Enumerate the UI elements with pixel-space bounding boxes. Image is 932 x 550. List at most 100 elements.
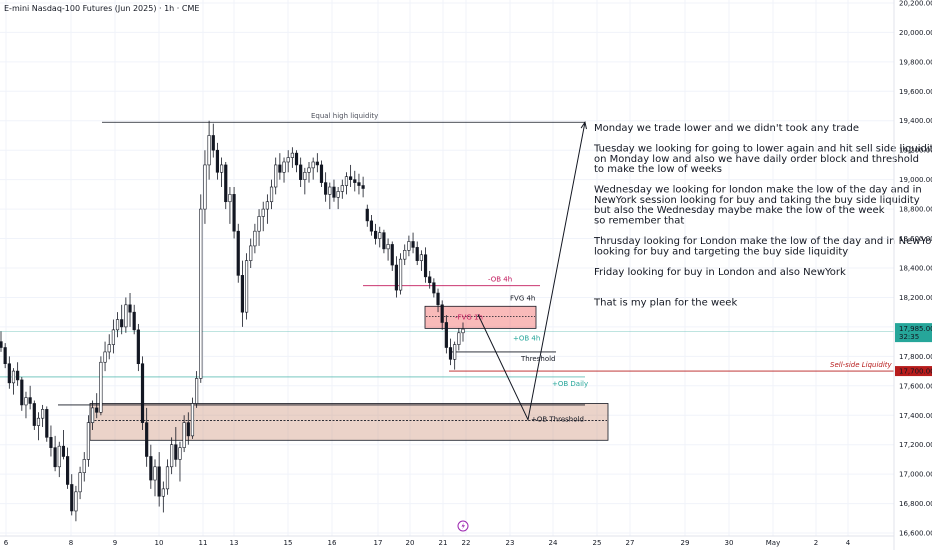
event-icon[interactable] bbox=[457, 520, 469, 532]
plan-line: to make the low of weeks bbox=[594, 164, 722, 175]
projection-arrowhead bbox=[580, 120, 587, 130]
x-tick-label: 17 bbox=[374, 539, 383, 547]
candle-body bbox=[311, 161, 315, 169]
candle-body bbox=[36, 417, 41, 426]
candle bbox=[311, 157, 315, 180]
candle bbox=[7, 356, 11, 389]
x-tick-label: 21 bbox=[439, 539, 448, 547]
fvg-4h-label: FVG 4h bbox=[510, 294, 535, 302]
level-label: Sell-side Liquidity bbox=[830, 361, 893, 369]
candle bbox=[124, 297, 128, 333]
candle-body bbox=[186, 422, 190, 437]
candle bbox=[70, 474, 74, 516]
candle-body bbox=[161, 488, 165, 497]
candle bbox=[240, 260, 244, 327]
candle-body bbox=[403, 250, 407, 260]
plan-line: on Monday low and also we have daily ord… bbox=[594, 154, 919, 165]
candle bbox=[374, 223, 378, 245]
candle bbox=[253, 223, 257, 254]
candle bbox=[128, 293, 132, 327]
x-tick-label: 4 bbox=[846, 539, 851, 547]
candle bbox=[257, 209, 261, 246]
candle bbox=[140, 356, 145, 430]
candle bbox=[411, 232, 415, 254]
candle-body bbox=[207, 135, 211, 166]
y-axis: 20,200.00 20,000.00 19,800.00 19,600.00 19,4… bbox=[893, 0, 932, 550]
candle-body bbox=[315, 161, 319, 166]
candle bbox=[244, 253, 249, 320]
candle-body bbox=[0, 341, 3, 348]
plan-line: Monday we trade lower and we didn't took… bbox=[594, 123, 859, 134]
candle-body bbox=[199, 208, 203, 379]
candle bbox=[303, 167, 307, 195]
candle-body bbox=[11, 370, 16, 384]
candle-body bbox=[448, 347, 453, 360]
candle-body bbox=[132, 311, 136, 331]
level-price-value: 17,700.00 bbox=[899, 368, 932, 376]
candle bbox=[315, 153, 319, 173]
candle-body bbox=[461, 328, 465, 334]
candle bbox=[249, 238, 253, 268]
chart-title: E-mini Nasdaq-100 Futures (Jun 2025) · 1… bbox=[4, 4, 199, 13]
candle bbox=[170, 437, 174, 475]
candle bbox=[99, 356, 103, 416]
x-tick-label: 23 bbox=[506, 539, 515, 547]
candle bbox=[369, 214, 374, 236]
candle bbox=[78, 466, 82, 500]
candle-body bbox=[28, 397, 32, 404]
level-label: Threshold bbox=[520, 355, 556, 363]
candle-body bbox=[432, 282, 436, 294]
candle-body bbox=[136, 329, 140, 365]
y-tick-label: 16,800.00 bbox=[899, 500, 932, 508]
candle-body bbox=[120, 319, 124, 328]
plan-line: NewYork session looking for buy and taki… bbox=[594, 195, 920, 206]
candle bbox=[190, 397, 195, 439]
candle bbox=[74, 485, 78, 522]
candle-body bbox=[128, 304, 132, 313]
y-tick-label: 18,600.00 bbox=[899, 235, 932, 243]
x-tick-label: May bbox=[766, 539, 780, 547]
candle-body bbox=[361, 185, 365, 189]
candle-body bbox=[436, 292, 440, 306]
lightning-icon bbox=[461, 522, 465, 530]
candle-body bbox=[294, 152, 299, 166]
candle bbox=[90, 400, 95, 430]
candle bbox=[324, 172, 328, 202]
candle-body bbox=[286, 157, 290, 163]
y-tick-label: 20,200.00 bbox=[899, 0, 932, 7]
candle bbox=[132, 304, 136, 335]
plan-line: Tuesday we looking for going to lower ag… bbox=[593, 144, 932, 155]
plan-line: so remember that bbox=[594, 216, 684, 227]
levels: Equal high liquidity -OB 4h +OB 4h Threshol… bbox=[0, 112, 894, 423]
candle bbox=[115, 312, 120, 338]
candle bbox=[20, 376, 24, 411]
candle-body bbox=[261, 208, 265, 217]
candle-body bbox=[249, 245, 253, 261]
candle bbox=[415, 241, 419, 266]
candle bbox=[186, 412, 190, 445]
x-axis: 6 8 9 10 11 13 15 16 17 20 21 22 23 24 25 27 29 30 May 2 4 bbox=[0, 535, 894, 547]
candles bbox=[0, 120, 465, 522]
candle bbox=[0, 331, 3, 352]
x-tick-label: 6 bbox=[4, 539, 9, 547]
candle-body bbox=[195, 378, 199, 404]
candle bbox=[145, 407, 149, 467]
candle bbox=[349, 164, 353, 188]
candle bbox=[107, 334, 111, 360]
candle bbox=[444, 315, 448, 354]
candle bbox=[378, 226, 382, 248]
y-tick-label: 19,600.00 bbox=[899, 88, 932, 96]
y-tick-label: 18,400.00 bbox=[899, 265, 932, 273]
candle-body bbox=[90, 407, 95, 423]
candle-body bbox=[357, 182, 361, 186]
plan-line: That is my plan for the week bbox=[593, 298, 737, 309]
candle-body bbox=[369, 220, 374, 232]
candle-body bbox=[282, 161, 286, 173]
candle-body bbox=[103, 351, 107, 363]
zone-0 bbox=[424, 305, 537, 329]
candle bbox=[299, 157, 303, 188]
candle-body bbox=[41, 409, 45, 419]
candle bbox=[290, 147, 294, 168]
candle-body bbox=[211, 135, 215, 151]
